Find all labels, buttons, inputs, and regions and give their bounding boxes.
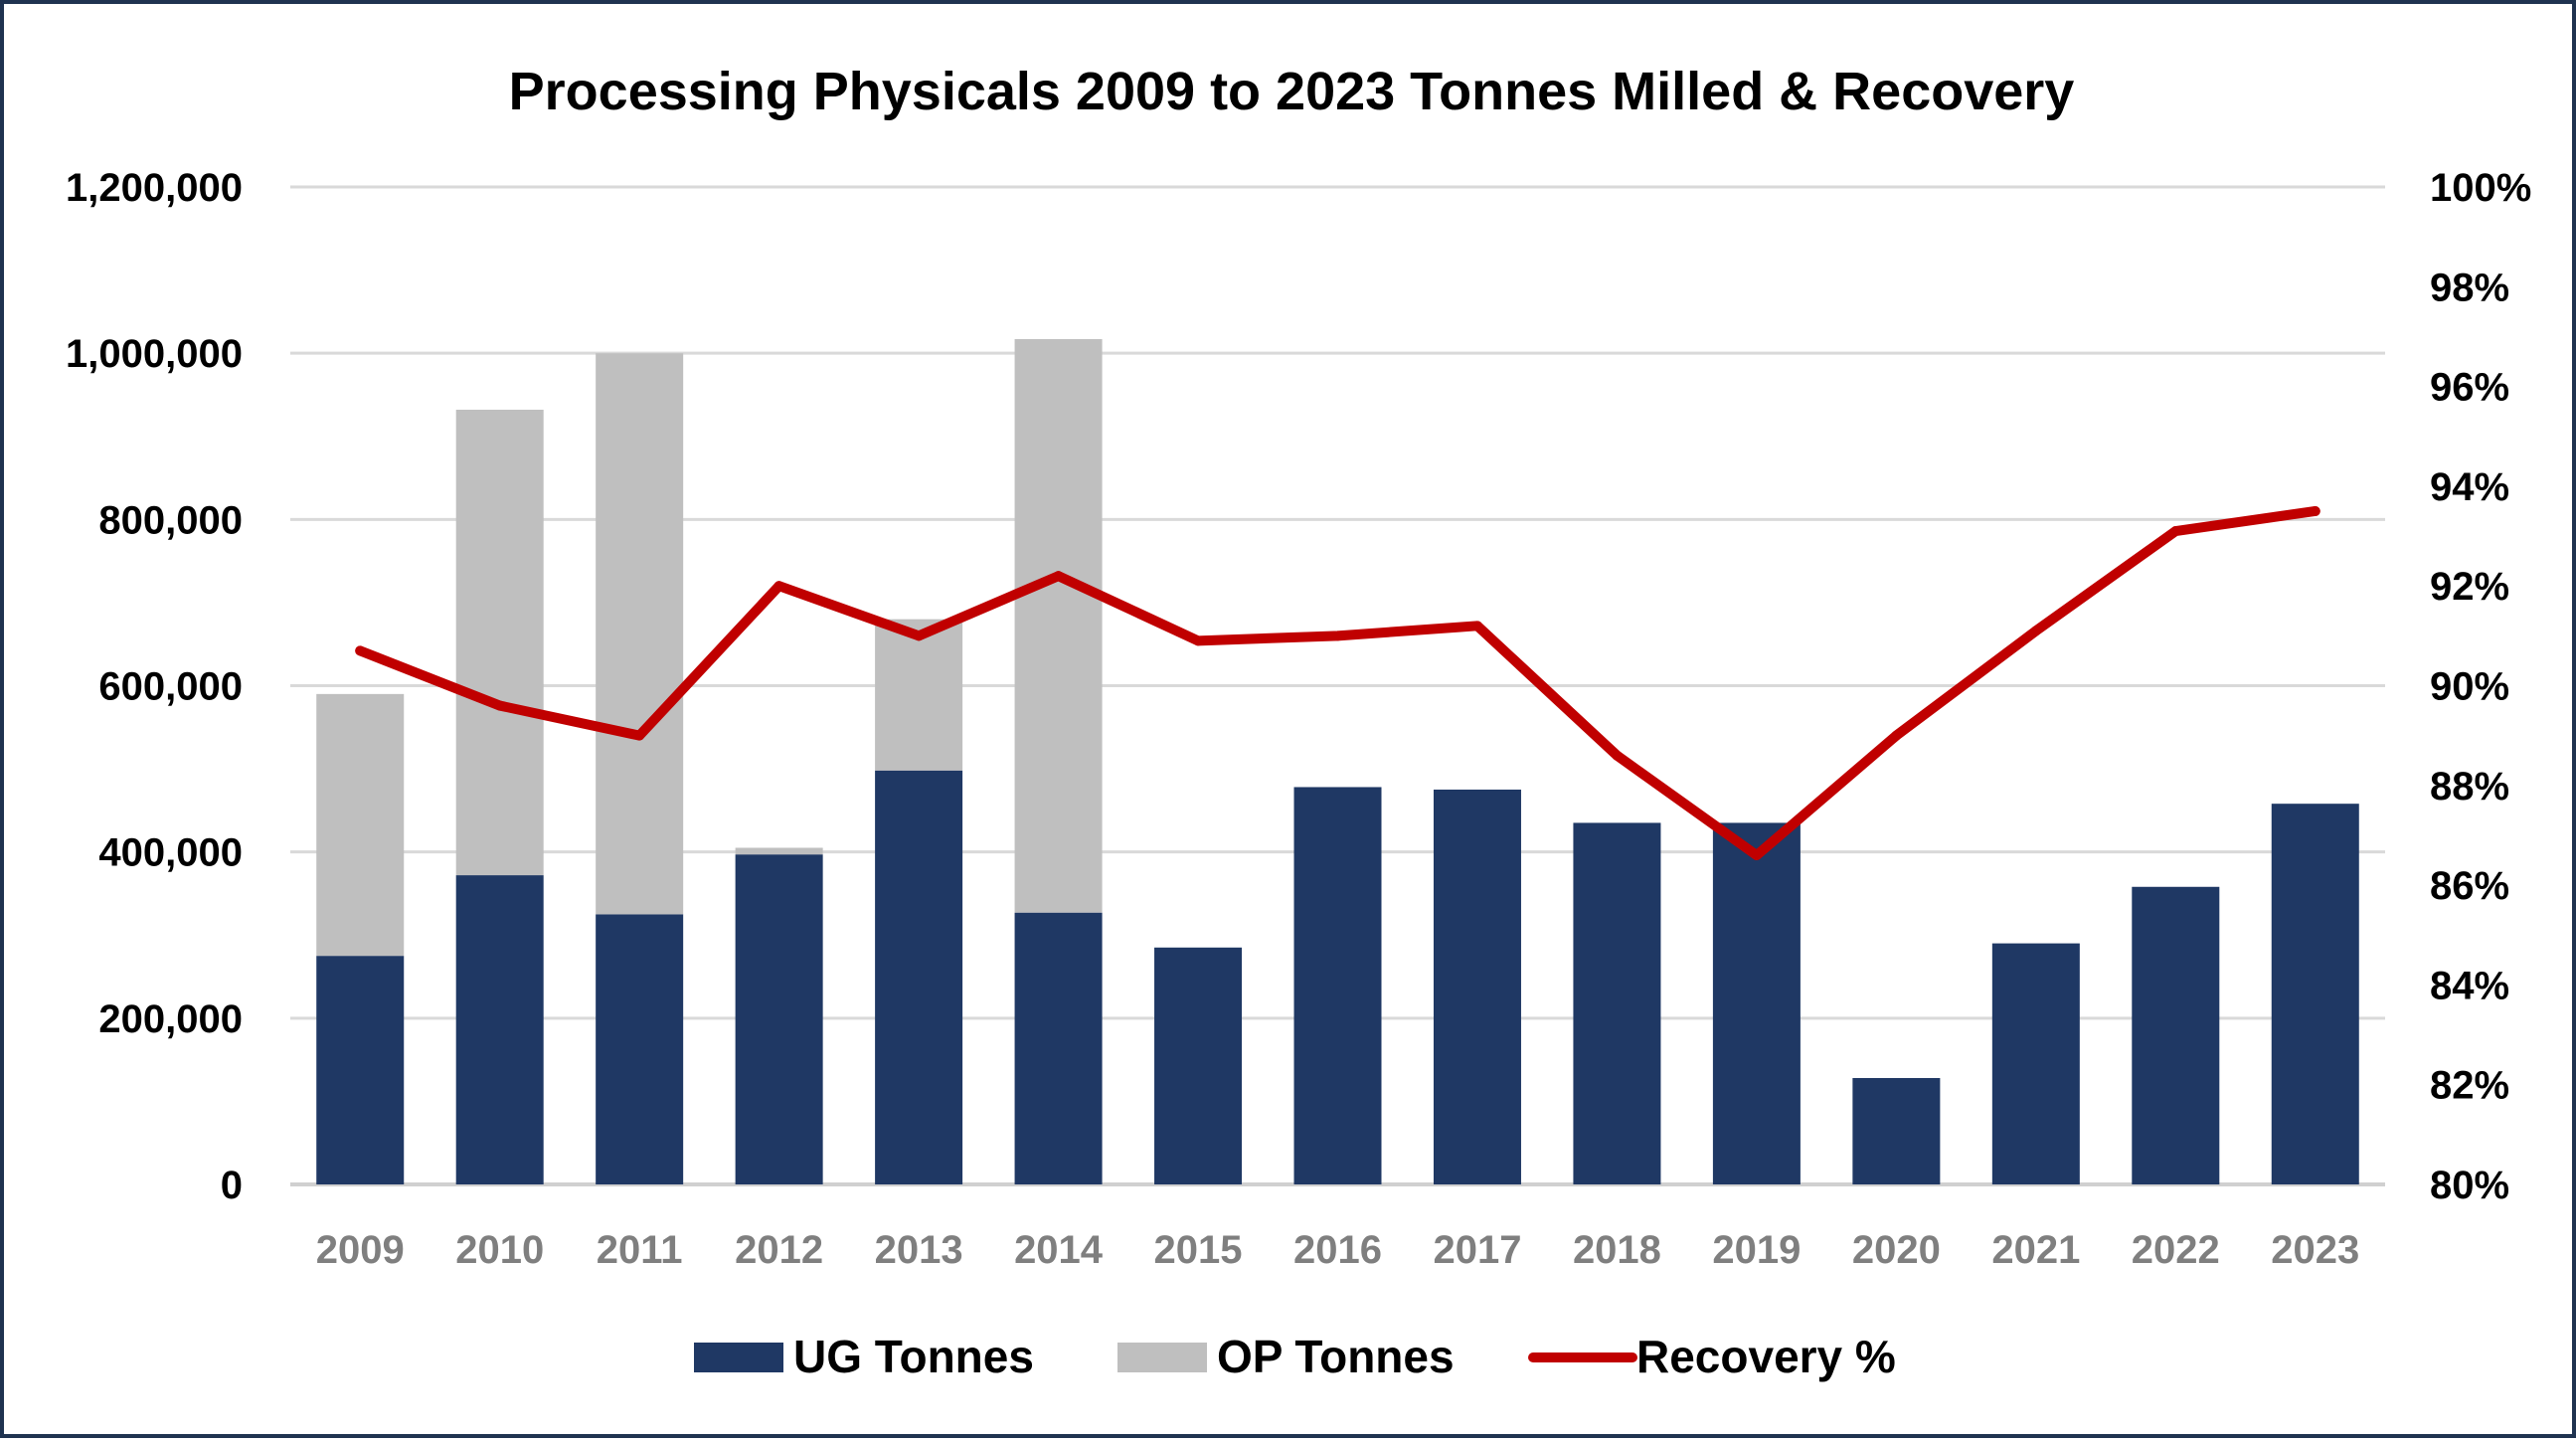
right-tick-label-9: 98%: [2430, 266, 2509, 309]
legend-label-recovery: Recovery %: [1636, 1331, 1896, 1382]
bar-ug-2023: [2271, 804, 2359, 1184]
right-tick-label-6: 92%: [2430, 565, 2509, 609]
right-tick-label-7: 94%: [2430, 465, 2509, 509]
left-tick-label-2: 400,000: [98, 831, 243, 875]
recovery-point-2021: [2030, 626, 2041, 636]
bar-ug-2011: [596, 914, 684, 1184]
recovery-point-2018: [1612, 750, 1623, 761]
bar-op-2011: [596, 353, 684, 915]
right-tick-label-3: 86%: [2430, 864, 2509, 908]
left-axis-ticks: 0 200,000 400,000 600,000 800,000 1,000,000 1,…: [66, 166, 243, 1207]
x-tick-label-2023: 2023: [2271, 1228, 2359, 1272]
bar-ug-2022: [2132, 886, 2220, 1184]
bar-ug-2019: [1712, 822, 1801, 1184]
recovery-point-2022: [2170, 526, 2181, 537]
x-tick-label-2017: 2017: [1433, 1228, 1521, 1272]
left-tick-label-3: 600,000: [98, 665, 243, 709]
recovery-point-2011: [634, 730, 645, 741]
bar-ug-2014: [1014, 912, 1103, 1184]
recovery-point-2012: [773, 581, 784, 592]
x-tick-label-2020: 2020: [1852, 1228, 1941, 1272]
x-tick-label-2019: 2019: [1712, 1228, 1801, 1272]
recovery-point-2023: [2310, 505, 2320, 516]
x-tick-label-2012: 2012: [735, 1228, 823, 1272]
legend: UG Tonnes OP Tonnes Recovery %: [694, 1331, 1896, 1382]
legend-label-op-tonnes: OP Tonnes: [1217, 1331, 1455, 1382]
legend-swatch-ug-tonnes: [694, 1343, 783, 1372]
chart-svg: Processing Physicals 2009 to 2023 Tonnes…: [66, 62, 2531, 1382]
left-tick-label-6: 1,200,000: [66, 166, 243, 210]
right-tick-label-2: 84%: [2430, 964, 2509, 1007]
bar-ug-2021: [1991, 943, 2080, 1184]
x-tick-label-2014: 2014: [1014, 1228, 1104, 1272]
recovery-line-layer: [355, 505, 2320, 861]
x-tick-label-2016: 2016: [1293, 1228, 1382, 1272]
x-tick-label-2015: 2015: [1154, 1228, 1243, 1272]
x-tick-label-2011: 2011: [597, 1228, 683, 1272]
bar-op-2012: [735, 847, 823, 855]
bar-ug-2016: [1293, 787, 1382, 1184]
bar-ug-2013: [875, 770, 963, 1184]
bar-ug-2012: [735, 854, 823, 1184]
left-tick-label-4: 800,000: [98, 498, 243, 542]
bar-op-2014: [1014, 338, 1103, 913]
x-tick-label-2009: 2009: [316, 1228, 405, 1272]
right-tick-label-1: 82%: [2430, 1064, 2509, 1108]
recovery-point-2020: [1891, 730, 1902, 741]
recovery-point-2015: [1193, 635, 1204, 646]
left-tick-label-5: 1,000,000: [66, 332, 243, 376]
chart-title: Processing Physicals 2009 to 2023 Tonnes…: [509, 62, 2075, 121]
recovery-point-2016: [1332, 631, 1343, 641]
recovery-point-2017: [1471, 621, 1482, 631]
bar-ug-2020: [1852, 1078, 1941, 1184]
recovery-point-2013: [914, 631, 925, 641]
bar-ug-2010: [455, 875, 544, 1184]
recovery-point-2014: [1053, 571, 1064, 582]
right-tick-label-0: 80%: [2430, 1164, 2509, 1207]
left-tick-label-1: 200,000: [98, 997, 243, 1041]
left-tick-label-0: 0: [221, 1164, 243, 1207]
bar-ug-2015: [1154, 947, 1243, 1184]
bar-ug-2009: [316, 956, 405, 1184]
bar-ug-2017: [1433, 789, 1521, 1184]
right-tick-label-10: 100%: [2430, 166, 2531, 210]
right-tick-label-4: 88%: [2430, 765, 2509, 809]
x-tick-label-2013: 2013: [875, 1228, 963, 1272]
x-axis-ticks: 2009 2010 2011 2012 2013 2014 2015 2016 2017 2018…: [316, 1228, 2360, 1272]
recovery-point-2009: [355, 645, 366, 656]
bar-ug-2018: [1573, 822, 1661, 1184]
right-tick-label-8: 96%: [2430, 366, 2509, 410]
x-tick-label-2021: 2021: [1991, 1228, 2080, 1272]
bar-op-2010: [455, 410, 544, 876]
bar-op-2013: [875, 619, 963, 771]
x-tick-label-2018: 2018: [1573, 1228, 1661, 1272]
x-tick-label-2022: 2022: [2132, 1228, 2220, 1272]
legend-swatch-op-tonnes: [1117, 1343, 1207, 1372]
x-tick-label-2010: 2010: [455, 1228, 544, 1272]
bars: [316, 338, 2359, 1184]
bar-op-2009: [316, 693, 405, 957]
recovery-point-2010: [494, 700, 505, 711]
right-tick-label-5: 90%: [2430, 665, 2509, 709]
legend-label-ug-tonnes: UG Tonnes: [793, 1331, 1034, 1382]
right-axis-ticks: 80% 82% 84% 86% 88% 90% 92% 94% 96% 98% 100%: [2430, 166, 2531, 1207]
recovery-point-2019: [1751, 850, 1762, 861]
